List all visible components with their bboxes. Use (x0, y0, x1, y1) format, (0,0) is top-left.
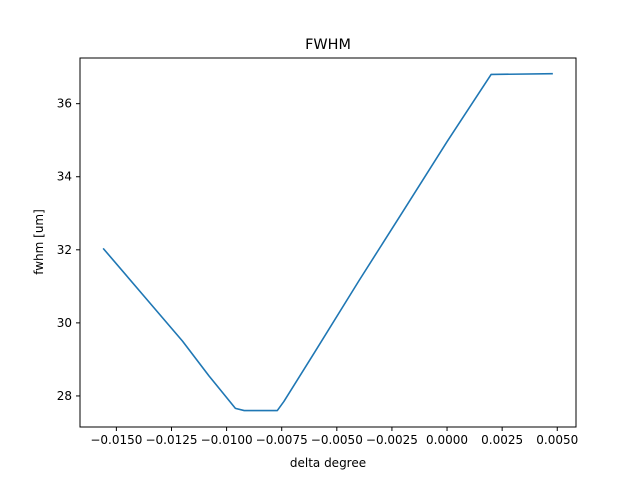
y-axis-label: fwhm [um] (32, 209, 46, 275)
x-tick-label: 0.0000 (426, 433, 468, 447)
x-tick-label: −0.0050 (311, 433, 363, 447)
plot-frame (79, 57, 577, 428)
x-tick-label: −0.0125 (145, 433, 197, 447)
x-tick-label: −0.0075 (256, 433, 308, 447)
series-line-0 (102, 72, 553, 412)
y-tick-label: 34 (57, 170, 72, 184)
x-tick-label: −0.0025 (366, 433, 418, 447)
y-tick-label: 28 (57, 389, 72, 403)
y-axis: 28 30 32 34 36 (57, 97, 80, 403)
x-axis-label: delta degree (290, 456, 366, 470)
y-tick-label: 30 (57, 316, 72, 330)
y-tick-label: 36 (57, 97, 72, 111)
x-tick-label: −0.0150 (90, 433, 142, 447)
x-tick-label: 0.0025 (481, 433, 523, 447)
x-tick-label: −0.0100 (201, 433, 253, 447)
chart-title: FWHM (305, 37, 351, 53)
x-axis: −0.0150 −0.0125 −0.0100 −0.0075 −0.0050 −0.00… (90, 427, 578, 447)
x-tick-label: 0.0050 (536, 433, 578, 447)
y-tick-label: 32 (57, 243, 72, 257)
plot-area (102, 72, 553, 412)
